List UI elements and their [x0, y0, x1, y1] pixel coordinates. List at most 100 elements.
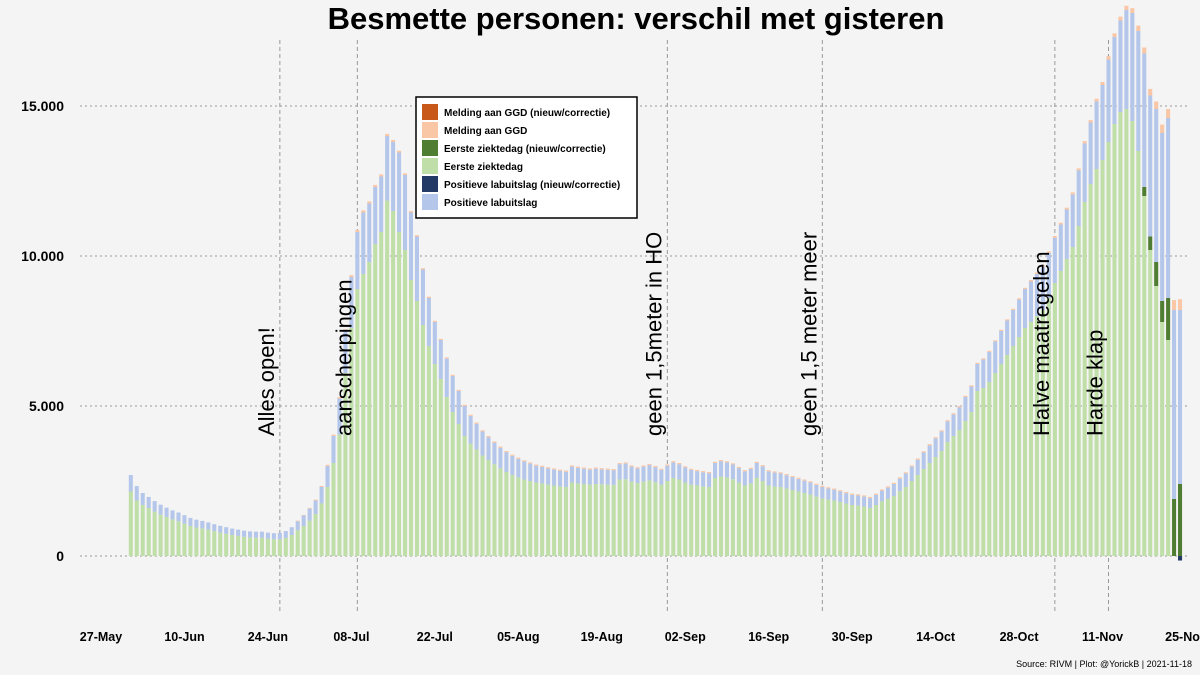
bar-segment	[349, 275, 354, 277]
bar-segment	[164, 517, 169, 556]
bar-segment	[766, 471, 771, 486]
bar-segment	[736, 466, 741, 469]
bar-segment	[897, 491, 902, 556]
bar-segment	[593, 468, 598, 484]
bar-segment	[403, 175, 408, 250]
bar-segment	[629, 466, 634, 482]
bar-segment	[957, 430, 962, 556]
bar-segment	[218, 525, 223, 533]
bar-segment	[325, 466, 330, 487]
bar-segment	[480, 455, 485, 556]
bar-segment	[301, 526, 306, 556]
bar-segment	[730, 463, 735, 465]
bar-segment	[814, 496, 819, 556]
bar-segment	[236, 535, 241, 556]
bar-segment	[844, 491, 849, 494]
bar-segment	[456, 424, 461, 556]
bar-segment	[444, 357, 449, 359]
bar-segment	[587, 468, 592, 470]
x-tick-label: 02-Sep	[665, 630, 706, 644]
bar-segment	[1040, 265, 1045, 267]
bar-segment	[230, 528, 235, 535]
bar-segment	[1058, 222, 1063, 225]
bar-segment	[528, 462, 533, 464]
bar-segment	[993, 341, 998, 373]
bar-segment	[200, 528, 205, 556]
bar-segment	[951, 414, 956, 436]
bar-segment	[1028, 322, 1034, 556]
bar-segment	[635, 483, 640, 556]
bar-segment	[689, 469, 694, 485]
bar-segment	[140, 505, 145, 556]
bar-segment	[206, 529, 211, 556]
bar-segment	[1064, 209, 1069, 259]
bar-segment	[438, 379, 443, 556]
bar-segment	[593, 467, 598, 469]
bar-segment	[713, 461, 718, 463]
bar-segment	[1070, 192, 1075, 195]
bar-segment	[862, 496, 867, 507]
bar-segment	[253, 537, 259, 556]
bar-segment	[510, 454, 515, 456]
bar-segment	[939, 430, 944, 432]
bar-segment	[784, 474, 789, 476]
legend-swatch	[422, 140, 438, 156]
event-label: geen 1,5meter in HO	[641, 232, 666, 436]
bar-segment	[1166, 340, 1171, 556]
bar-segment	[432, 364, 437, 556]
bar-segment	[635, 467, 640, 469]
bar-segment	[218, 532, 223, 556]
x-tick-label: 22-Jul	[417, 630, 453, 644]
bar-segment	[343, 373, 348, 556]
bar-segment	[540, 465, 545, 467]
bar-segment	[307, 520, 312, 556]
bar-segment	[689, 484, 694, 556]
bar-segment	[492, 464, 497, 556]
bar-segment	[623, 462, 628, 464]
bar-segment	[1172, 499, 1177, 556]
bar-segment	[778, 472, 783, 474]
bar-segment	[128, 475, 133, 492]
bar-segment	[271, 539, 276, 556]
bar-segment	[391, 142, 396, 211]
bar-segment	[581, 468, 586, 484]
bar-segment	[1046, 251, 1051, 253]
bar-segment	[868, 498, 873, 508]
bar-segment	[1142, 187, 1147, 196]
bar-segment	[403, 250, 408, 556]
bar-segment	[838, 490, 843, 492]
bar-segment	[146, 508, 151, 556]
bar-segment	[1160, 322, 1165, 556]
source-note: Source: RIVM | Plot: @YorickB | 2021-11-…	[1016, 659, 1192, 669]
bar-segment	[212, 531, 217, 556]
bar-segment	[1148, 236, 1153, 250]
bar-segment	[1130, 121, 1135, 556]
bar-segment	[718, 461, 724, 477]
legend-label: Eerste ziektedag (nieuw/correctie)	[444, 144, 606, 155]
bar-segment	[337, 397, 342, 399]
bar-segment	[1005, 320, 1010, 355]
bar-segment	[856, 494, 861, 496]
bar-segment	[486, 460, 491, 556]
bar-segment	[474, 422, 479, 424]
bar-segment	[182, 523, 187, 556]
bar-segment	[724, 477, 729, 556]
bar-segment	[927, 445, 932, 463]
bar-segment	[885, 487, 890, 499]
bar-segment	[1136, 31, 1141, 151]
bar-segment	[1166, 298, 1171, 340]
bar-segment	[891, 496, 896, 556]
bar-segment	[563, 470, 569, 472]
bar-segment	[802, 479, 807, 481]
bar-segment	[540, 483, 545, 556]
bar-segment	[1148, 250, 1153, 556]
bar-segment	[1142, 196, 1147, 556]
bar-segment	[361, 212, 366, 274]
bar-segment	[754, 461, 759, 463]
bar-segment	[790, 475, 795, 478]
bar-segment	[1017, 298, 1022, 300]
bar-segment	[617, 479, 622, 556]
event-labels: Alles open! aanscherpingen geen 1,5meter i…	[254, 232, 1108, 436]
bar-segment	[1124, 109, 1129, 556]
bar-segment	[337, 434, 342, 556]
